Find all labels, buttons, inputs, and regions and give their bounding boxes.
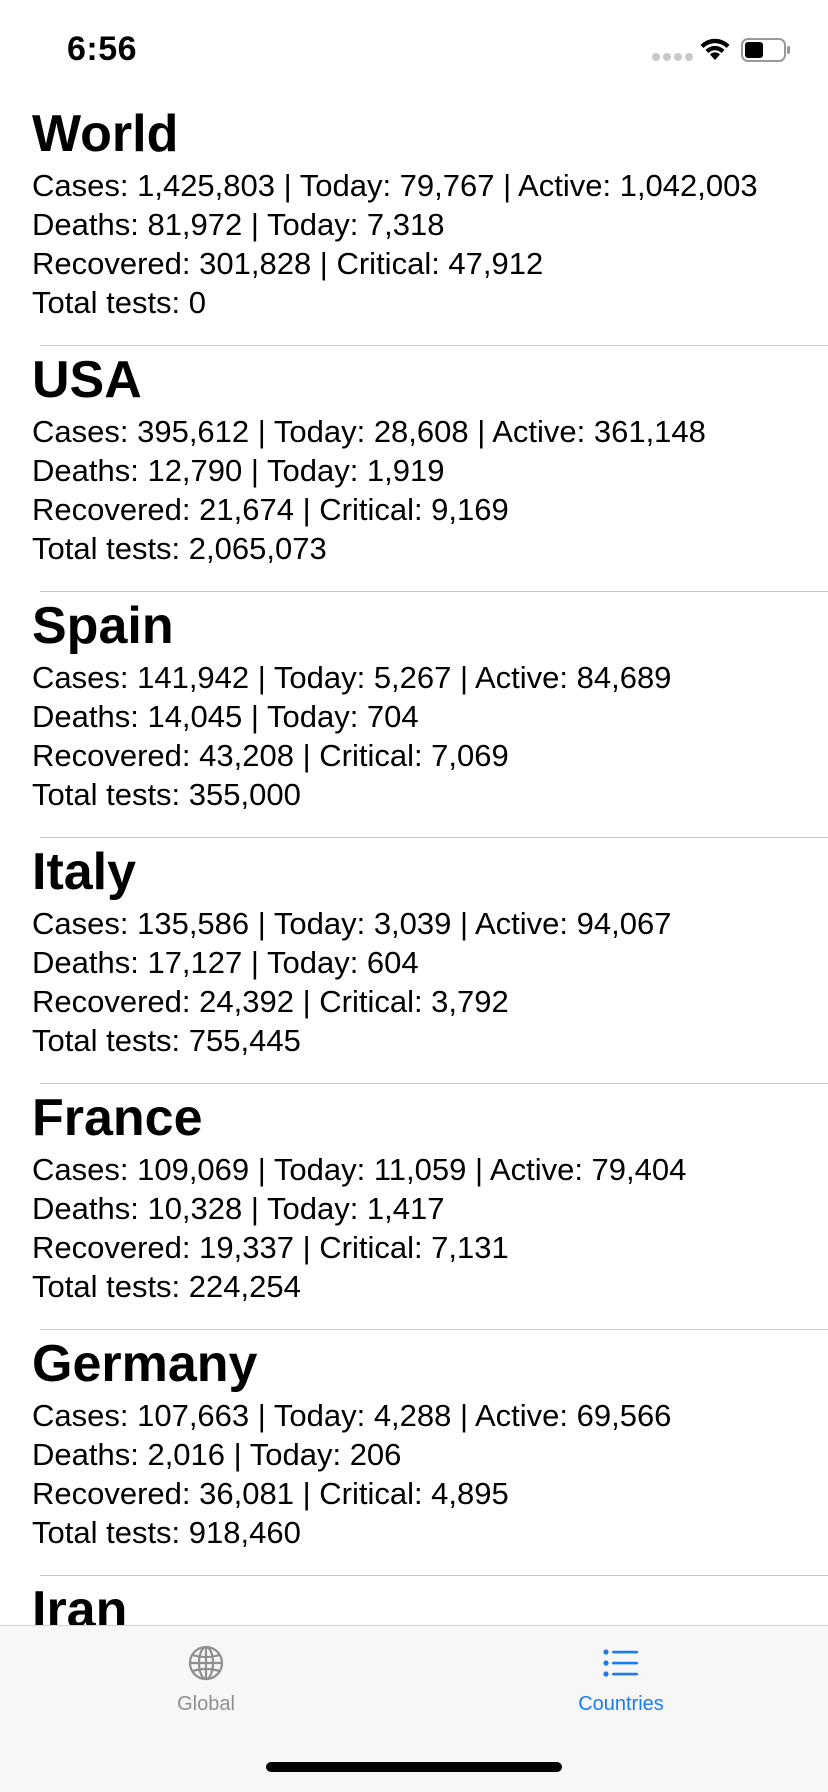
country-row-italy[interactable]: Italy Cases: 135,586 | Today: 3,039 | Ac… (0, 838, 828, 1084)
list-icon (603, 1649, 638, 1677)
country-name: USA (32, 351, 142, 409)
tests-line: Total tests: 918,460 (32, 1515, 301, 1550)
tests-line: Total tests: 0 (32, 285, 207, 320)
tests-line: Total tests: 224,254 (32, 1269, 301, 1304)
tab-label: Countries (578, 1693, 664, 1715)
row-separator (40, 591, 828, 592)
cases-line: Cases: 109,069 | Today: 11,059 | Active:… (32, 1152, 687, 1187)
home-indicator[interactable] (266, 1762, 562, 1772)
tests-line: Total tests: 355,000 (32, 777, 301, 812)
tab-global[interactable]: Global (106, 1644, 306, 1734)
row-separator (40, 345, 828, 346)
deaths-line: Deaths: 81,972 | Today: 7,318 (32, 207, 445, 242)
tests-line: Total tests: 755,445 (32, 1023, 301, 1058)
deaths-line: Deaths: 10,328 | Today: 1,417 (32, 1191, 445, 1226)
country-name: Italy (32, 843, 137, 901)
country-name: World (32, 105, 179, 163)
cases-line: Cases: 1,425,803 | Today: 79,767 | Activ… (32, 168, 758, 203)
tab-label: Global (177, 1693, 235, 1715)
country-row-usa[interactable]: USA Cases: 395,612 | Today: 28,608 | Act… (0, 346, 828, 592)
country-row-france[interactable]: France Cases: 109,069 | Today: 11,059 | … (0, 1084, 828, 1330)
row-separator (40, 1083, 828, 1084)
country-row-iran[interactable]: Iran (0, 1576, 828, 1625)
deaths-line: Deaths: 14,045 | Today: 704 (32, 699, 419, 734)
country-name: Spain (32, 597, 174, 655)
recovered-line: Recovered: 19,337 | Critical: 7,131 (32, 1230, 509, 1265)
row-separator (40, 837, 828, 838)
cases-line: Cases: 141,942 | Today: 5,267 | Active: … (32, 660, 672, 695)
recovered-line: Recovered: 21,674 | Critical: 9,169 (32, 492, 509, 527)
cases-line: Cases: 395,612 | Today: 28,608 | Active:… (32, 414, 706, 449)
country-name: France (32, 1089, 203, 1147)
country-row-world[interactable]: World Cases: 1,425,803 | Today: 79,767 |… (0, 100, 828, 346)
country-name: Germany (32, 1335, 258, 1393)
tests-line: Total tests: 2,065,073 (32, 531, 327, 566)
country-row-spain[interactable]: Spain Cases: 141,942 | Today: 5,267 | Ac… (0, 592, 828, 838)
globe-icon (188, 1645, 224, 1681)
recovered-line: Recovered: 43,208 | Critical: 7,069 (32, 738, 509, 773)
deaths-line: Deaths: 12,790 | Today: 1,919 (32, 453, 445, 488)
wifi-icon (700, 38, 730, 60)
row-separator (40, 1575, 828, 1576)
recovered-line: Recovered: 36,081 | Critical: 4,895 (32, 1476, 509, 1511)
cases-line: Cases: 107,663 | Today: 4,288 | Active: … (32, 1398, 672, 1433)
cases-line: Cases: 135,586 | Today: 3,039 | Active: … (32, 906, 672, 941)
country-row-germany[interactable]: Germany Cases: 107,663 | Today: 4,288 | … (0, 1330, 828, 1576)
recovered-line: Recovered: 301,828 | Critical: 47,912 (32, 246, 544, 281)
recovered-line: Recovered: 24,392 | Critical: 3,792 (32, 984, 509, 1019)
deaths-line: Deaths: 17,127 | Today: 604 (32, 945, 419, 980)
cellular-signal-icon (652, 53, 693, 61)
deaths-line: Deaths: 2,016 | Today: 206 (32, 1437, 402, 1472)
tab-countries[interactable]: Countries (521, 1644, 721, 1734)
country-list[interactable]: World Cases: 1,425,803 | Today: 79,767 |… (0, 100, 828, 1625)
battery-icon (741, 38, 790, 62)
row-separator (40, 1329, 828, 1330)
status-time: 6:56 (67, 30, 138, 68)
status-bar: 6:56 (0, 0, 828, 100)
country-name: Iran (32, 1581, 128, 1625)
